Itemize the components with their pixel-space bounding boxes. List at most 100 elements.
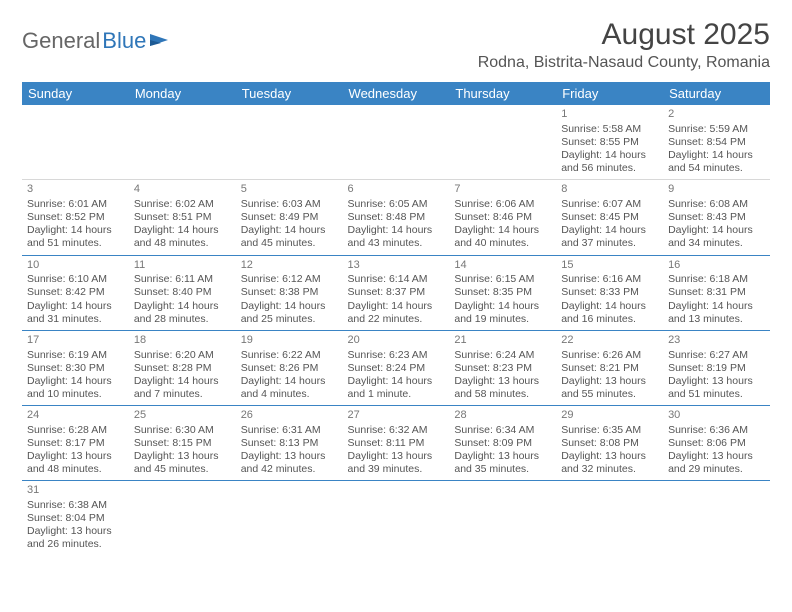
sunset-line: Sunset: 8:38 PM <box>241 286 338 299</box>
calendar-cell: 21Sunrise: 6:24 AMSunset: 8:23 PMDayligh… <box>449 330 556 405</box>
sunrise-line: Sunrise: 6:35 AM <box>561 424 658 437</box>
daylight-line: Daylight: 13 hours and 32 minutes. <box>561 450 658 476</box>
day-number: 19 <box>241 334 338 348</box>
sunrise-line: Sunrise: 6:15 AM <box>454 273 551 286</box>
sunset-line: Sunset: 8:04 PM <box>27 512 124 525</box>
sunrise-line: Sunrise: 6:30 AM <box>134 424 231 437</box>
sunset-line: Sunset: 8:45 PM <box>561 211 658 224</box>
calendar-cell <box>556 481 663 556</box>
calendar-cell: 23Sunrise: 6:27 AMSunset: 8:19 PMDayligh… <box>663 330 770 405</box>
day-number: 2 <box>668 108 765 122</box>
sunrise-line: Sunrise: 6:20 AM <box>134 349 231 362</box>
calendar-cell: 12Sunrise: 6:12 AMSunset: 8:38 PMDayligh… <box>236 255 343 330</box>
calendar-cell <box>449 481 556 556</box>
calendar-cell: 22Sunrise: 6:26 AMSunset: 8:21 PMDayligh… <box>556 330 663 405</box>
calendar-cell: 20Sunrise: 6:23 AMSunset: 8:24 PMDayligh… <box>343 330 450 405</box>
sunset-line: Sunset: 8:55 PM <box>561 136 658 149</box>
daylight-line: Daylight: 14 hours and 43 minutes. <box>348 224 445 250</box>
calendar-cell <box>22 105 129 180</box>
calendar-cell: 13Sunrise: 6:14 AMSunset: 8:37 PMDayligh… <box>343 255 450 330</box>
sunrise-line: Sunrise: 6:27 AM <box>668 349 765 362</box>
calendar-cell: 29Sunrise: 6:35 AMSunset: 8:08 PMDayligh… <box>556 406 663 481</box>
sunset-line: Sunset: 8:17 PM <box>27 437 124 450</box>
calendar-cell: 5Sunrise: 6:03 AMSunset: 8:49 PMDaylight… <box>236 180 343 255</box>
calendar-cell: 4Sunrise: 6:02 AMSunset: 8:51 PMDaylight… <box>129 180 236 255</box>
sunset-line: Sunset: 8:48 PM <box>348 211 445 224</box>
day-number: 23 <box>668 334 765 348</box>
calendar-cell: 28Sunrise: 6:34 AMSunset: 8:09 PMDayligh… <box>449 406 556 481</box>
calendar-row: 1Sunrise: 5:58 AMSunset: 8:55 PMDaylight… <box>22 105 770 180</box>
calendar-body: 1Sunrise: 5:58 AMSunset: 8:55 PMDaylight… <box>22 105 770 556</box>
calendar-cell: 3Sunrise: 6:01 AMSunset: 8:52 PMDaylight… <box>22 180 129 255</box>
calendar-cell: 26Sunrise: 6:31 AMSunset: 8:13 PMDayligh… <box>236 406 343 481</box>
sunset-line: Sunset: 8:40 PM <box>134 286 231 299</box>
month-title: August 2025 <box>478 18 770 52</box>
calendar-cell <box>343 105 450 180</box>
day-number: 11 <box>134 259 231 273</box>
calendar-cell: 14Sunrise: 6:15 AMSunset: 8:35 PMDayligh… <box>449 255 556 330</box>
calendar-row: 24Sunrise: 6:28 AMSunset: 8:17 PMDayligh… <box>22 406 770 481</box>
sunrise-line: Sunrise: 6:28 AM <box>27 424 124 437</box>
day-number: 31 <box>27 484 124 498</box>
sunrise-line: Sunrise: 6:34 AM <box>454 424 551 437</box>
calendar-row: 31Sunrise: 6:38 AMSunset: 8:04 PMDayligh… <box>22 481 770 556</box>
day-number: 4 <box>134 183 231 197</box>
sunset-line: Sunset: 8:43 PM <box>668 211 765 224</box>
weekday-header: Wednesday <box>343 82 450 105</box>
sunset-line: Sunset: 8:31 PM <box>668 286 765 299</box>
sunset-line: Sunset: 8:54 PM <box>668 136 765 149</box>
daylight-line: Daylight: 13 hours and 39 minutes. <box>348 450 445 476</box>
sunrise-line: Sunrise: 6:24 AM <box>454 349 551 362</box>
sunset-line: Sunset: 8:13 PM <box>241 437 338 450</box>
calendar-cell: 11Sunrise: 6:11 AMSunset: 8:40 PMDayligh… <box>129 255 236 330</box>
sunrise-line: Sunrise: 6:16 AM <box>561 273 658 286</box>
sunset-line: Sunset: 8:46 PM <box>454 211 551 224</box>
sunrise-line: Sunrise: 6:31 AM <box>241 424 338 437</box>
calendar-row: 3Sunrise: 6:01 AMSunset: 8:52 PMDaylight… <box>22 180 770 255</box>
calendar-cell: 24Sunrise: 6:28 AMSunset: 8:17 PMDayligh… <box>22 406 129 481</box>
sunrise-line: Sunrise: 6:01 AM <box>27 198 124 211</box>
sunset-line: Sunset: 8:28 PM <box>134 362 231 375</box>
daylight-line: Daylight: 14 hours and 25 minutes. <box>241 300 338 326</box>
sunset-line: Sunset: 8:33 PM <box>561 286 658 299</box>
sunset-line: Sunset: 8:37 PM <box>348 286 445 299</box>
daylight-line: Daylight: 13 hours and 51 minutes. <box>668 375 765 401</box>
daylight-line: Daylight: 14 hours and 37 minutes. <box>561 224 658 250</box>
day-number: 6 <box>348 183 445 197</box>
page-header: GeneralBlue August 2025 Rodna, Bistrita-… <box>22 18 770 72</box>
daylight-line: Daylight: 14 hours and 10 minutes. <box>27 375 124 401</box>
day-number: 10 <box>27 259 124 273</box>
daylight-line: Daylight: 14 hours and 1 minute. <box>348 375 445 401</box>
weekday-header: Saturday <box>663 82 770 105</box>
logo-text-general: General <box>22 28 100 54</box>
daylight-line: Daylight: 14 hours and 13 minutes. <box>668 300 765 326</box>
sunset-line: Sunset: 8:49 PM <box>241 211 338 224</box>
daylight-line: Daylight: 13 hours and 58 minutes. <box>454 375 551 401</box>
sunrise-line: Sunrise: 6:05 AM <box>348 198 445 211</box>
title-block: August 2025 Rodna, Bistrita-Nasaud Count… <box>478 18 770 72</box>
calendar-cell <box>343 481 450 556</box>
sunrise-line: Sunrise: 6:14 AM <box>348 273 445 286</box>
calendar-cell: 1Sunrise: 5:58 AMSunset: 8:55 PMDaylight… <box>556 105 663 180</box>
daylight-line: Daylight: 14 hours and 28 minutes. <box>134 300 231 326</box>
logo: GeneralBlue <box>22 28 172 54</box>
sunrise-line: Sunrise: 6:10 AM <box>27 273 124 286</box>
daylight-line: Daylight: 14 hours and 34 minutes. <box>668 224 765 250</box>
day-number: 26 <box>241 409 338 423</box>
day-number: 25 <box>134 409 231 423</box>
day-number: 14 <box>454 259 551 273</box>
daylight-line: Daylight: 14 hours and 54 minutes. <box>668 149 765 175</box>
daylight-line: Daylight: 13 hours and 45 minutes. <box>134 450 231 476</box>
day-number: 12 <box>241 259 338 273</box>
flag-icon <box>150 28 172 54</box>
sunset-line: Sunset: 8:51 PM <box>134 211 231 224</box>
sunrise-line: Sunrise: 6:03 AM <box>241 198 338 211</box>
day-number: 22 <box>561 334 658 348</box>
daylight-line: Daylight: 14 hours and 31 minutes. <box>27 300 124 326</box>
day-number: 16 <box>668 259 765 273</box>
calendar-cell: 30Sunrise: 6:36 AMSunset: 8:06 PMDayligh… <box>663 406 770 481</box>
sunrise-line: Sunrise: 6:19 AM <box>27 349 124 362</box>
day-number: 21 <box>454 334 551 348</box>
calendar-cell <box>236 481 343 556</box>
calendar-cell: 10Sunrise: 6:10 AMSunset: 8:42 PMDayligh… <box>22 255 129 330</box>
